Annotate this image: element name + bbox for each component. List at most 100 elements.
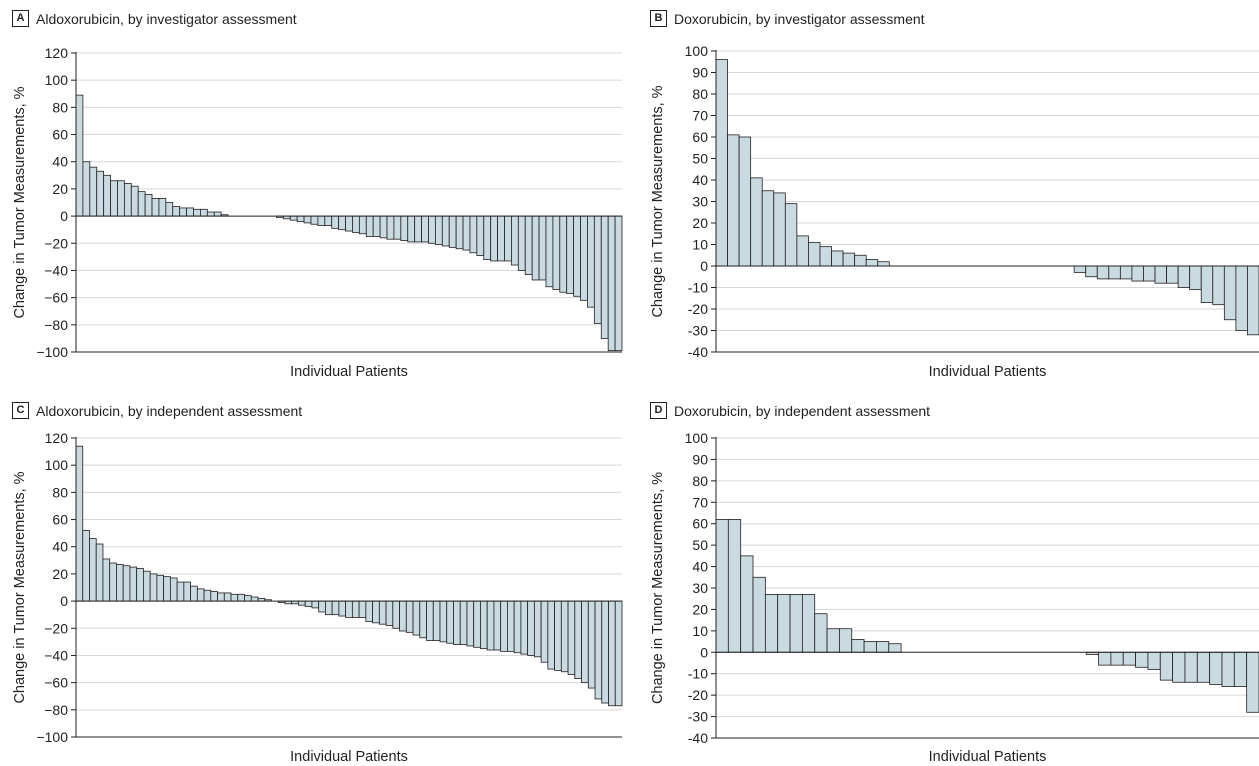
bar	[116, 563, 124, 602]
bar	[183, 581, 191, 602]
bar	[103, 174, 111, 217]
y-tick-label: -20	[688, 687, 708, 703]
bar	[318, 600, 326, 613]
bar	[196, 588, 205, 602]
bar	[358, 215, 367, 235]
y-tick-label: -10	[688, 280, 708, 296]
bar	[1159, 651, 1174, 681]
x-axis-label: Individual Patients	[929, 749, 1047, 765]
bar	[761, 190, 775, 267]
bar	[351, 600, 360, 618]
bar	[421, 215, 429, 243]
bar	[310, 215, 319, 225]
bar	[587, 600, 596, 689]
bar	[143, 570, 151, 602]
y-tick-label: 10	[692, 237, 708, 253]
panel-d: D Doxorubicin, by independent assessment…	[638, 392, 1259, 766]
bar	[462, 215, 471, 251]
bar	[203, 589, 212, 602]
bar	[600, 215, 609, 339]
bar	[547, 600, 555, 670]
bar	[1085, 265, 1098, 278]
y-tick-label: 100	[685, 43, 709, 59]
bar	[607, 215, 616, 352]
bar	[750, 177, 763, 267]
bars	[715, 59, 1259, 336]
bar	[826, 628, 840, 653]
bars	[75, 445, 623, 707]
bar	[524, 215, 533, 275]
panel-d-title: Doxorubicin, by independent assessment	[674, 402, 931, 419]
bar	[130, 185, 139, 217]
bar	[801, 594, 816, 653]
y-tick-label: 80	[52, 484, 68, 500]
bar	[419, 600, 427, 639]
bar	[75, 445, 84, 602]
bar	[715, 59, 728, 267]
y-tick-label: -40	[688, 344, 708, 360]
bar	[298, 600, 306, 606]
y-tick-label: 60	[52, 127, 68, 143]
bar	[1122, 651, 1136, 666]
bar	[210, 591, 218, 602]
bar	[1143, 265, 1156, 282]
bar	[567, 600, 576, 675]
bar	[446, 600, 454, 644]
y-axis-label: Change in Tumor Measurements, %	[12, 471, 28, 703]
bar	[151, 198, 160, 217]
bar	[163, 576, 171, 602]
bar	[559, 215, 568, 293]
bar	[169, 577, 178, 602]
bar	[237, 593, 245, 602]
bar	[176, 581, 185, 602]
y-tick-label: 20	[692, 215, 708, 231]
y-tick-label: 100	[45, 457, 69, 473]
panel-c-plot: 120 100 80 60 40 20 0 −20 −40 −60 −80 −100 Individua…	[12, 430, 623, 765]
bar	[517, 215, 526, 271]
bar	[764, 594, 779, 653]
bar	[839, 628, 853, 653]
bar	[738, 136, 752, 267]
bar	[1108, 265, 1121, 280]
bar	[527, 600, 535, 656]
y-tick-label: 20	[52, 181, 68, 197]
bar	[325, 600, 333, 616]
bar	[230, 593, 239, 602]
y-tick-label: 50	[692, 537, 708, 553]
y-tick-label: 30	[692, 194, 708, 210]
bar	[814, 613, 828, 653]
bar	[1166, 265, 1179, 284]
y-tick-label: 60	[52, 512, 68, 528]
y-tick-label: 40	[692, 172, 708, 188]
bar	[473, 600, 481, 648]
bar	[842, 252, 856, 267]
bar	[193, 208, 201, 217]
panel-a-plot: 120 100 80 60 40 20 0 −20 −40 −60 −80 −100 Individua…	[12, 45, 623, 380]
y-tick-label: 20	[692, 601, 708, 617]
y-axis-label: Change in Tumor Measurements, %	[12, 86, 28, 318]
bar	[819, 246, 832, 267]
y-tick-label: -40	[688, 730, 708, 746]
bar	[89, 538, 97, 602]
bar	[372, 600, 380, 624]
bar	[82, 530, 90, 602]
bar	[863, 641, 877, 653]
y-tick-label: −100	[36, 729, 68, 745]
y-tick-label: 80	[692, 86, 708, 102]
bar	[123, 183, 132, 217]
y-tick-label: 60	[692, 129, 708, 145]
panel-b-title: Doxorubicin, by investigator assessment	[674, 10, 925, 27]
panel-c-header: C Aldoxorubicin, by independent assessme…	[12, 402, 302, 419]
bar	[1096, 265, 1110, 280]
y-tick-label: 40	[52, 154, 68, 170]
bar	[1233, 651, 1248, 687]
bar	[1189, 265, 1202, 291]
panel-a: A Aldoxorubicin, by investigator assessm…	[0, 0, 630, 383]
bar	[165, 202, 174, 217]
bar	[172, 206, 181, 217]
bar	[82, 161, 91, 217]
bar	[789, 594, 803, 653]
panel-b-header: B Doxorubicin, by investigator assessmen…	[650, 10, 925, 27]
bar	[352, 215, 360, 233]
panel-c-badge: C	[12, 402, 29, 419]
